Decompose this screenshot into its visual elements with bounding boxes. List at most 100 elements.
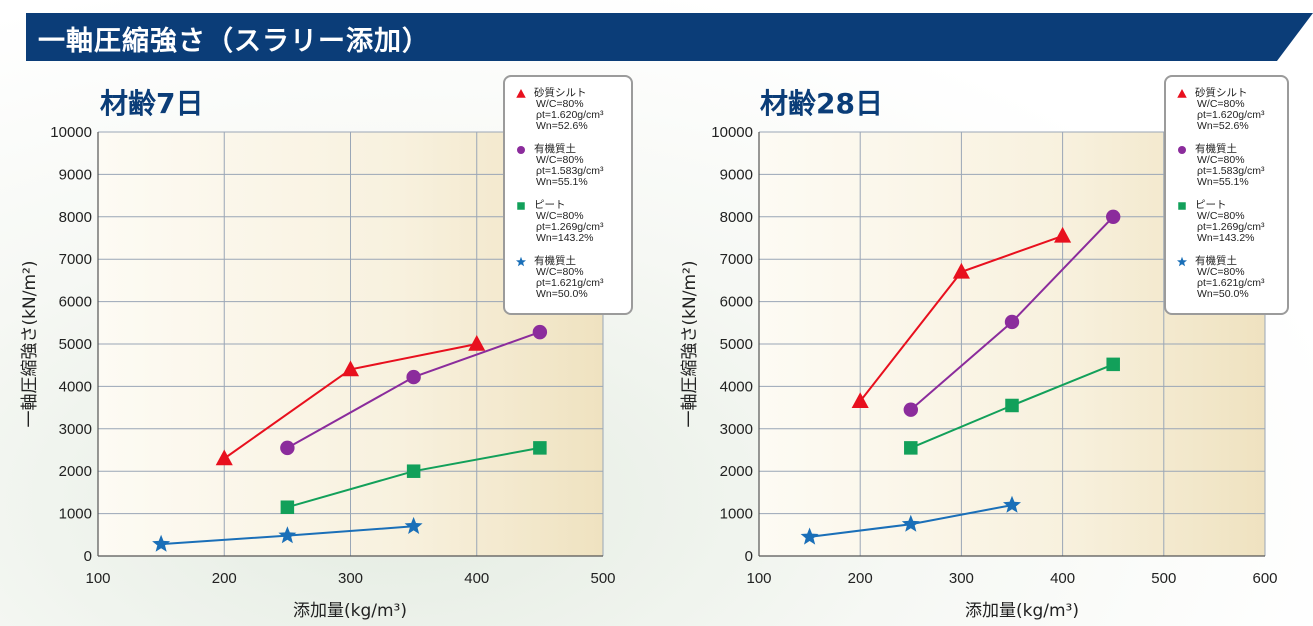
y-axis-label: 一軸圧縮強さ(kN/m²) [20, 261, 40, 428]
y-tick-label: 10000 [711, 124, 753, 141]
data-point-star [901, 514, 920, 532]
y-tick-label: 8000 [720, 209, 753, 226]
series-circle [903, 209, 1121, 417]
legend: 砂質シルトW/C=80%ρt=1.620g/cm³Wn=52.6%有機質土W/C… [1164, 75, 1289, 315]
y-tick-label: 3000 [59, 421, 92, 438]
legend-series-name: 有機質土 [534, 142, 576, 155]
series-triangle [851, 226, 1072, 408]
legend-series-param: Wn=55.1% [536, 176, 588, 188]
legend-series-name: 砂質シルト [534, 86, 587, 99]
x-tick-label: 600 [1252, 570, 1277, 587]
legend-series-param: Wn=52.6% [1197, 120, 1249, 132]
legend-series-param: W/C=80% [1197, 210, 1245, 222]
data-point-star [404, 516, 423, 534]
data-point-triangle [851, 392, 869, 408]
legend-series-param: ρt=1.583g/cm³ [1197, 165, 1265, 177]
data-point-star [1003, 495, 1021, 513]
legend-series-param: ρt=1.620g/cm³ [1197, 109, 1265, 121]
series-circle [280, 324, 548, 456]
legend-series-param: W/C=80% [536, 154, 584, 166]
y-tick-label: 9000 [720, 166, 753, 183]
x-tick-label: 500 [590, 570, 615, 587]
legend-series-param: Wn=143.2% [536, 232, 594, 244]
series-square [280, 441, 547, 514]
x-tick-label: 400 [464, 570, 489, 587]
y-tick-label: 5000 [59, 336, 92, 353]
data-point-star [278, 526, 297, 544]
legend-series-param: Wn=50.0% [1197, 288, 1249, 300]
series-star [152, 516, 423, 552]
y-tick-label: 7000 [720, 251, 753, 268]
data-point-square [1106, 357, 1120, 372]
x-axis-label: 添加量(kg/m³) [965, 601, 1079, 621]
legend-series-name: 有機質土 [534, 254, 576, 267]
chart-title: 材齢7日 [100, 87, 203, 120]
legend-series-name: 有機質土 [1195, 142, 1237, 155]
legend-series-param: ρt=1.269g/cm³ [536, 221, 604, 233]
legend-marker-square [517, 202, 525, 210]
legend-series-param: ρt=1.620g/cm³ [536, 109, 604, 121]
data-point-square [280, 500, 295, 514]
legend-marker-star [1177, 256, 1187, 267]
series-triangle [215, 335, 486, 466]
header-banner [26, 13, 1313, 61]
series-square [904, 357, 1120, 455]
data-point-circle [406, 369, 421, 385]
y-tick-label: 3000 [720, 421, 753, 438]
legend-marker-triangle [516, 89, 526, 98]
legend-series-param: ρt=1.621g/cm³ [1197, 277, 1265, 289]
y-tick-label: 8000 [59, 209, 92, 226]
x-axis-label: 添加量(kg/m³) [293, 601, 407, 621]
y-tick-label: 2000 [59, 463, 92, 480]
page-title: 一軸圧縮強さ（スラリー添加） [38, 26, 430, 57]
legend-series-param: W/C=80% [1197, 266, 1245, 278]
series-star [800, 495, 1021, 545]
legend-series-name: 有機質土 [1195, 254, 1237, 267]
legend-series-param: Wn=55.1% [1197, 176, 1249, 188]
legend-series-param: Wn=143.2% [1197, 232, 1255, 244]
legend-box [503, 75, 633, 315]
data-point-triangle [1054, 226, 1072, 243]
legend-series-param: Wn=50.0% [536, 288, 588, 300]
y-tick-label: 7000 [59, 251, 92, 268]
data-point-circle [532, 324, 548, 340]
data-point-circle [903, 402, 918, 417]
data-point-circle [1106, 209, 1121, 224]
legend-series-param: W/C=80% [1197, 98, 1245, 110]
data-point-square [533, 441, 547, 455]
legend-marker-circle [517, 146, 525, 154]
y-tick-label: 9000 [59, 166, 92, 183]
data-point-triangle [215, 449, 233, 466]
data-point-circle [280, 440, 295, 456]
data-point-square [406, 464, 421, 478]
chart-28-day: 0 1000 2000 3000 4000 5000 6000 7000 8000 9000 100… [680, 75, 1289, 621]
legend-series-name: 砂質シルト [1195, 86, 1248, 99]
y-tick-label: 6000 [59, 294, 92, 311]
legend-series-param: Wn=52.6% [536, 120, 588, 132]
x-tick-label: 300 [949, 570, 974, 587]
x-tick-label: 500 [1151, 570, 1176, 587]
y-tick-label: 0 [84, 548, 92, 565]
y-tick-label: 5000 [720, 336, 753, 353]
x-tick-label: 400 [1050, 570, 1075, 587]
legend-series-param: W/C=80% [536, 210, 584, 222]
x-tick-label: 100 [746, 570, 771, 587]
legend-marker-circle [1178, 146, 1186, 154]
data-point-square [1005, 398, 1019, 413]
legend-marker-triangle [1177, 89, 1187, 98]
x-tick-label: 300 [338, 570, 363, 587]
x-tick-label: 100 [85, 570, 110, 587]
data-point-triangle [952, 262, 970, 279]
legend-series-param: W/C=80% [536, 98, 584, 110]
y-tick-label: 4000 [59, 378, 92, 395]
data-point-triangle [468, 335, 486, 351]
legend-box [1164, 75, 1289, 315]
y-tick-label: 4000 [720, 378, 753, 395]
y-tick-label: 1000 [720, 506, 753, 523]
legend-series-name: ピート [1195, 199, 1227, 211]
legend-series-param: ρt=1.583g/cm³ [536, 165, 604, 177]
legend: 砂質シルトW/C=80%ρt=1.620g/cm³Wn=52.6%有機質土W/C… [503, 75, 633, 315]
y-tick-label: 1000 [59, 506, 92, 523]
y-tick-label: 0 [745, 548, 753, 565]
y-axis-label: 一軸圧縮強さ(kN/m²) [680, 261, 700, 428]
